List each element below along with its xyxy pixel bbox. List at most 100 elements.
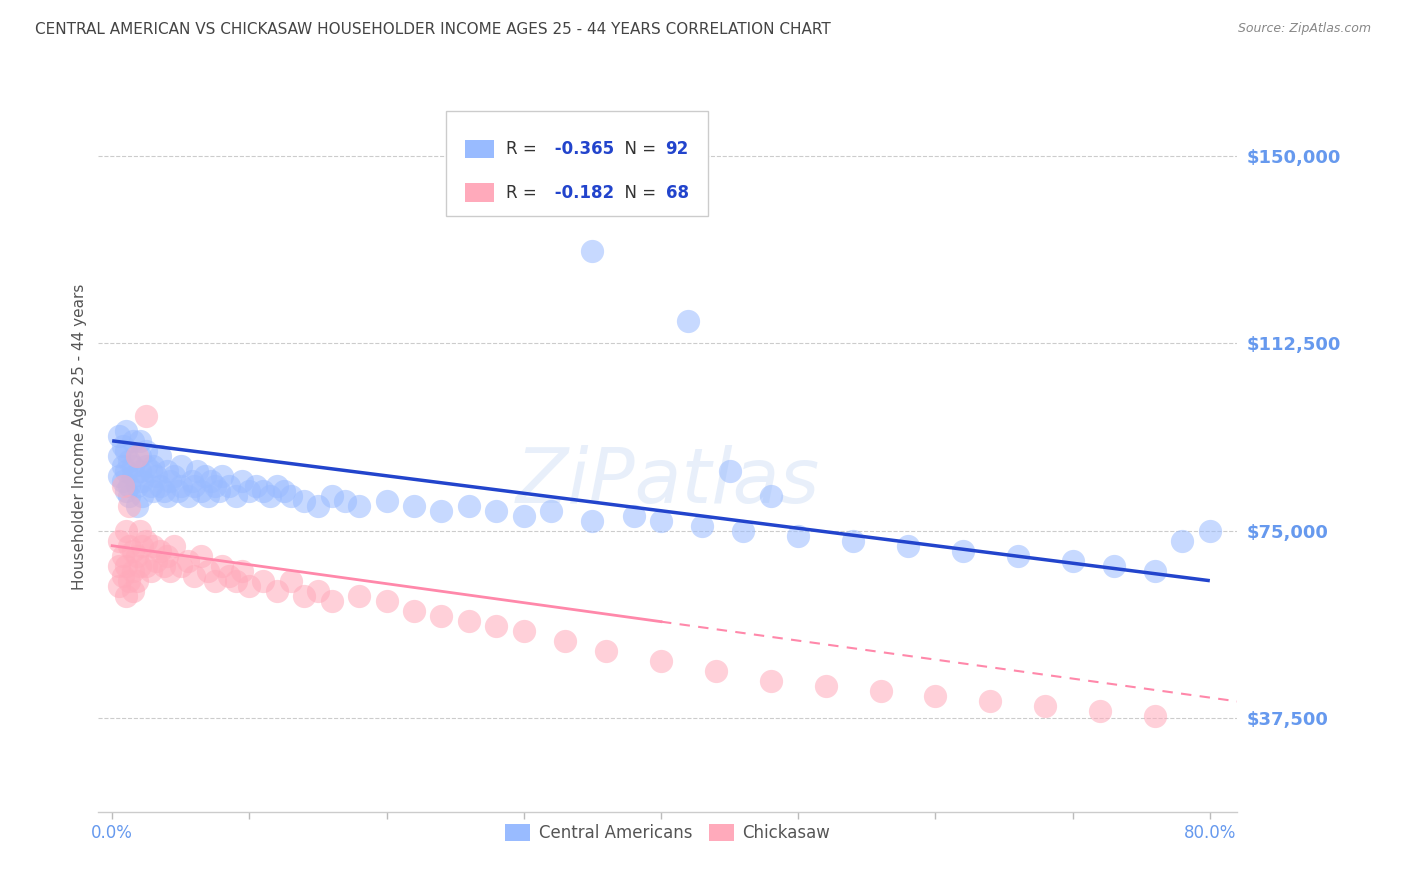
Point <box>135 533 157 548</box>
Point <box>128 434 150 448</box>
Point <box>1198 524 1220 538</box>
Point <box>167 483 190 498</box>
Bar <box>465 140 494 159</box>
Point <box>121 468 143 483</box>
Text: Source: ZipAtlas.com: Source: ZipAtlas.com <box>1237 22 1371 36</box>
Point <box>163 468 186 483</box>
Point <box>186 464 208 478</box>
Point <box>121 434 143 448</box>
Point <box>197 489 219 503</box>
Point <box>704 664 727 678</box>
Point <box>149 479 172 493</box>
Point <box>259 489 281 503</box>
Point <box>402 499 425 513</box>
Point <box>231 474 253 488</box>
Text: 68: 68 <box>665 184 689 202</box>
Point <box>1088 704 1111 718</box>
Point <box>112 568 135 582</box>
Point <box>112 439 135 453</box>
Y-axis label: Householder Income Ages 25 - 44 years: Householder Income Ages 25 - 44 years <box>72 284 87 591</box>
Point <box>112 458 135 473</box>
Text: R =: R = <box>506 184 543 202</box>
Point <box>128 449 150 463</box>
Point <box>125 574 148 588</box>
Point <box>218 479 240 493</box>
Point <box>117 539 139 553</box>
Point <box>115 443 138 458</box>
Point <box>108 558 131 573</box>
Point <box>513 624 536 638</box>
Point <box>153 483 176 498</box>
Point <box>183 568 205 582</box>
Point <box>457 614 479 628</box>
Point <box>117 479 139 493</box>
Text: 92: 92 <box>665 140 689 158</box>
Point <box>204 574 226 588</box>
Point <box>135 443 157 458</box>
Point <box>231 564 253 578</box>
Point <box>142 483 165 498</box>
Point <box>292 589 315 603</box>
Point <box>159 474 181 488</box>
Point <box>121 564 143 578</box>
Point <box>402 604 425 618</box>
Point <box>128 558 150 573</box>
Point <box>139 479 162 493</box>
Point <box>321 489 343 503</box>
Point <box>347 589 370 603</box>
Point <box>176 554 198 568</box>
Point <box>125 499 148 513</box>
Point <box>266 583 288 598</box>
Point <box>115 558 138 573</box>
Text: -0.182: -0.182 <box>550 184 614 202</box>
Point <box>292 493 315 508</box>
Point <box>145 554 167 568</box>
Point <box>200 474 222 488</box>
Point <box>112 474 135 488</box>
Text: N =: N = <box>614 140 662 158</box>
Point <box>650 514 672 528</box>
Point <box>924 689 946 703</box>
Point <box>678 314 700 328</box>
Point <box>204 479 226 493</box>
Point <box>197 564 219 578</box>
Point <box>135 458 157 473</box>
Point <box>1007 549 1029 563</box>
Point <box>513 508 536 523</box>
FancyBboxPatch shape <box>446 112 707 216</box>
Point <box>225 574 247 588</box>
Point <box>595 643 617 657</box>
Point <box>814 679 837 693</box>
Point <box>117 499 139 513</box>
Point <box>897 539 920 553</box>
Point <box>115 464 138 478</box>
Text: CENTRAL AMERICAN VS CHICKASAW HOUSEHOLDER INCOME AGES 25 - 44 YEARS CORRELATION : CENTRAL AMERICAN VS CHICKASAW HOUSEHOLDE… <box>35 22 831 37</box>
Point <box>718 464 741 478</box>
Point <box>218 568 240 582</box>
Point <box>135 558 157 573</box>
Point <box>139 464 162 478</box>
Point <box>125 449 148 463</box>
Point <box>163 539 186 553</box>
Point <box>108 429 131 443</box>
Point <box>307 583 329 598</box>
Point <box>280 574 302 588</box>
Point <box>787 529 810 543</box>
Point <box>252 574 274 588</box>
Point <box>690 518 713 533</box>
Point <box>581 514 603 528</box>
Point <box>115 524 138 538</box>
Point <box>115 483 138 498</box>
Point <box>952 543 974 558</box>
Point <box>128 464 150 478</box>
Point <box>149 543 172 558</box>
Point <box>108 468 131 483</box>
Text: R =: R = <box>506 140 543 158</box>
Point <box>842 533 865 548</box>
Point <box>135 409 157 423</box>
Point <box>131 539 153 553</box>
Point <box>430 608 453 623</box>
Point <box>108 449 131 463</box>
Point <box>554 633 576 648</box>
Point <box>869 683 891 698</box>
